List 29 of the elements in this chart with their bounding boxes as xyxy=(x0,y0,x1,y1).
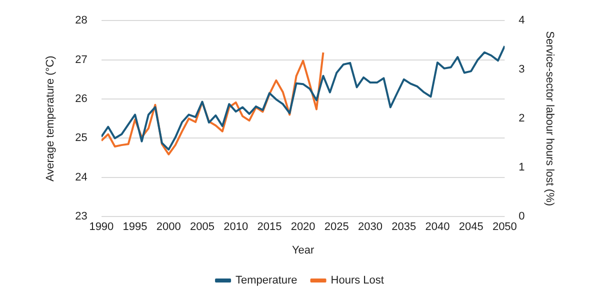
y-tick-label: 24 xyxy=(75,171,88,184)
x-tick-label: 2045 xyxy=(458,221,484,234)
y-tick-label: 23 xyxy=(75,210,88,223)
y2-tick-label: 0 xyxy=(518,210,525,223)
y2-tick-label: 2 xyxy=(518,112,525,125)
y-tick-label: 26 xyxy=(75,93,88,106)
y2-tick-label: 3 xyxy=(518,64,525,76)
x-tick-label: 2010 xyxy=(224,221,248,234)
y-tick-label: 27 xyxy=(75,54,88,66)
y-tick-label: 28 xyxy=(75,14,88,27)
y2-tick-label: 4 xyxy=(518,14,525,27)
y2-tick-label: 1 xyxy=(518,162,525,174)
y-axis-title: Average temperature (°C) xyxy=(44,56,57,182)
x-tick-label: 2040 xyxy=(425,221,450,234)
x-tick-label: 2005 xyxy=(190,221,214,234)
x-tick-label: 2000 xyxy=(156,221,181,234)
x-tick-label: 2025 xyxy=(324,221,349,234)
x-axis-title: Year xyxy=(292,244,315,256)
y-tick-label: 25 xyxy=(75,132,88,144)
legend-label: Temperature xyxy=(236,274,298,287)
x-tick-label: 2015 xyxy=(257,221,282,234)
x-tick-label: 1990 xyxy=(89,221,114,234)
x-tick-label: 2020 xyxy=(290,221,316,234)
x-tick-label: 1995 xyxy=(122,221,148,234)
legend-label: Hours Lost xyxy=(330,274,384,287)
x-tick-label: 2050 xyxy=(492,221,517,234)
y2-axis-title: Service-sector labour hours lost (%) xyxy=(543,31,556,206)
x-tick-label: 2030 xyxy=(358,221,383,234)
x-tick-label: 2035 xyxy=(392,221,416,234)
